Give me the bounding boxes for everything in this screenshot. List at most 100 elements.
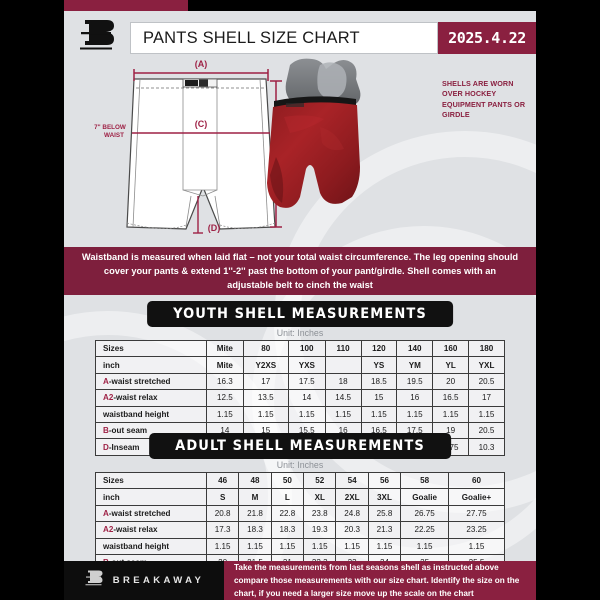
table-cell: 19.3 <box>303 521 337 539</box>
table-cell: 1.15 <box>361 405 398 423</box>
table-cell <box>325 356 362 374</box>
below-waist-note-line2: WAIST <box>104 132 124 139</box>
table-row: B-out seam 14 15 15.5 16 16.5 17.5 19 20.5 <box>95 421 505 439</box>
table-row: inch Mite Y2XS YXS YS YM YL YXL <box>95 356 505 374</box>
diagram-area: (A) (B) (C) (D) 7" BELOW WAIST <box>64 57 536 243</box>
row-marker: A <box>103 508 109 518</box>
table-row: waistband height 1.15 1.15 1.15 1.15 1.15 1.15… <box>95 405 505 423</box>
table-cell: XL <box>303 488 337 506</box>
label-d: (D) <box>208 223 221 233</box>
row-label: A-waist stretched <box>95 372 207 390</box>
measurement-instruction-banner: Waistband is measured when laid flat – n… <box>64 247 536 295</box>
table-cell: 100 <box>288 339 326 357</box>
table-cell: 1.15 <box>238 537 272 555</box>
row-label: A-waist stretched <box>95 504 207 522</box>
page-title: PANTS SHELL SIZE CHART <box>130 22 438 54</box>
table-cell: 20.5 <box>468 421 505 439</box>
table-cell: 1.15 <box>325 405 362 423</box>
table-cell: 80 <box>243 339 289 357</box>
table-cell: S <box>206 488 240 506</box>
youth-unit-label: Unit: Inches <box>276 328 324 338</box>
table-cell: 16.3 <box>206 372 244 390</box>
adult-unit-label: Unit: Inches <box>276 460 324 470</box>
table-cell: 15 <box>361 389 398 407</box>
table-cell: 1.15 <box>400 537 449 555</box>
page-header: PANTS SHELL SIZE CHART 2025.4.22 <box>64 18 536 58</box>
table-cell: YL <box>432 356 470 374</box>
table-cell: Mite <box>206 356 244 374</box>
table-cell: 50 <box>271 471 305 489</box>
table-cell: 21.8 <box>238 504 272 522</box>
table-cell: 24.8 <box>335 504 369 522</box>
row-label: waistband height <box>95 537 207 555</box>
table-cell: 27.75 <box>448 504 505 522</box>
youth-table-body: Sizes Mite 80 100 110 120 140 160 180 inch Mite Y2X… <box>95 339 505 456</box>
table-row: inch S M L XL 2XL 3XL Goalie Goalie+ <box>95 488 505 506</box>
table-cell: 18.3 <box>271 521 305 539</box>
table-cell: Goalie <box>400 488 449 506</box>
logo-b-glyph <box>80 20 114 50</box>
table-cell: 46 <box>206 471 240 489</box>
row-marker: B <box>103 426 109 436</box>
footer-logo-glyph <box>85 570 103 586</box>
table-cell: 16.5 <box>432 389 470 407</box>
top-accent-stripe <box>64 0 188 11</box>
table-cell: YXS <box>288 356 326 374</box>
table-cell: 25.8 <box>368 504 402 522</box>
table-cell: 17.5 <box>288 372 326 390</box>
row-label: inch <box>95 488 207 506</box>
table-cell: 10.3 <box>468 438 505 456</box>
row-marker: D <box>103 442 109 452</box>
table-cell: 22.25 <box>400 521 449 539</box>
row-marker: A <box>103 376 109 386</box>
table-row: Sizes 46 48 50 52 54 56 58 60 <box>95 471 505 489</box>
chart-sheet: PANTS SHELL SIZE CHART 2025.4.22 <box>64 11 536 576</box>
footer-brand: BREAKAWAY <box>64 561 224 600</box>
footer-note: Take the measurements from last seasons … <box>224 561 536 600</box>
youth-section-title: YOUTH SHELL MEASUREMENTS <box>147 301 453 327</box>
table-cell: 14.5 <box>325 389 362 407</box>
table-cell: 18 <box>325 372 362 390</box>
table-cell: 1.15 <box>368 537 402 555</box>
table-cell: Goalie+ <box>448 488 505 506</box>
row-label: Sizes <box>95 471 207 489</box>
table-cell: 56 <box>368 471 402 489</box>
page-footer: BREAKAWAY Take the measurements from las… <box>64 561 536 600</box>
table-cell: 1.15 <box>468 405 505 423</box>
table-cell: 1.15 <box>335 537 369 555</box>
table-cell: 17 <box>243 372 289 390</box>
table-row: Sizes Mite 80 100 110 120 140 160 180 <box>95 339 505 357</box>
table-cell: 1.15 <box>432 405 470 423</box>
table-cell: 1.15 <box>303 537 337 555</box>
table-cell: 1.15 <box>396 405 434 423</box>
table-cell: 16 <box>396 389 434 407</box>
table-cell: 17.3 <box>206 521 240 539</box>
table-cell: 54 <box>335 471 369 489</box>
table-cell: 23.8 <box>303 504 337 522</box>
revision-date: 2025.4.22 <box>438 22 536 54</box>
row-marker: A2 <box>103 393 114 403</box>
breakaway-logo-icon <box>64 18 130 58</box>
table-cell: Y2XS <box>243 356 289 374</box>
table-cell: 23.25 <box>448 521 505 539</box>
table-cell: 60 <box>448 471 505 489</box>
table-cell: 1.15 <box>206 405 244 423</box>
table-cell: 110 <box>325 339 362 357</box>
product-photo <box>264 57 454 243</box>
table-cell: 17 <box>468 389 505 407</box>
table-cell: 20.8 <box>206 504 240 522</box>
row-marker: A2 <box>103 525 114 535</box>
label-c: (C) <box>195 119 208 129</box>
table-row: A-waist stretched 16.3 17 17.5 18 18.5 19.5 20 2… <box>95 372 505 390</box>
label-a: (A) <box>195 59 208 69</box>
table-cell: 26.75 <box>400 504 449 522</box>
shell-photo-illustration <box>267 58 361 208</box>
table-cell: 1.15 <box>271 537 305 555</box>
row-label: Sizes <box>95 339 207 357</box>
table-cell: 20 <box>432 372 470 390</box>
table-cell: 1.15 <box>206 537 240 555</box>
table-cell: 18.5 <box>361 372 398 390</box>
table-cell: YS <box>361 356 398 374</box>
adult-section-title: ADULT SHELL MEASUREMENTS <box>149 433 451 459</box>
